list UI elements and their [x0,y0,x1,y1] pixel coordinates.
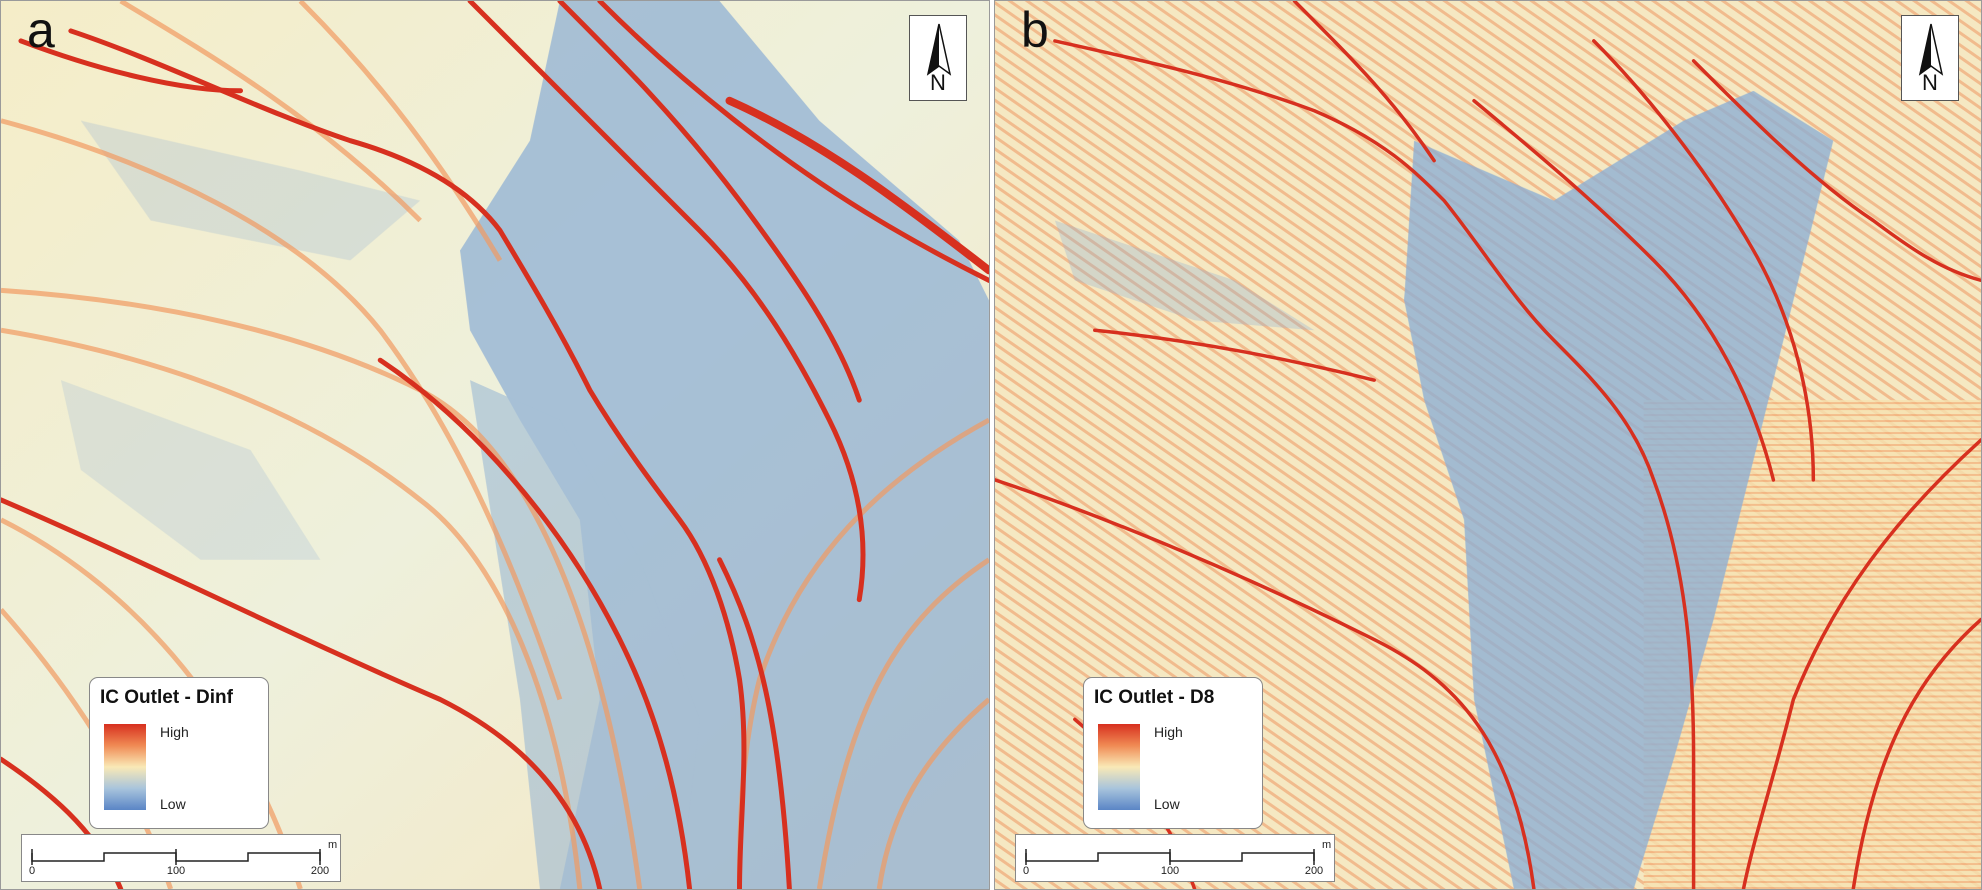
scale-unit: m [1322,839,1332,851]
scale-bar-b: 0 100 200 m [1015,834,1335,882]
panel-letter: a [27,2,55,58]
legend-title: IC Outlet - Dinf [100,687,233,708]
legend-b: IC Outlet - D8 High Low [1083,677,1263,829]
scale-bar-graphic [31,849,321,865]
scale-tick-200: 200 [310,865,330,877]
map-panel-b: b N IC Outlet - D8 High Low 0 100 200 m [994,0,1982,890]
scale-tick-100: 100 [166,865,186,877]
legend-color-ramp [104,724,146,810]
map-panel-a: a N IC Outlet - Dinf High Low 0 100 200 … [0,0,990,890]
scale-tick-200: 200 [1304,865,1324,877]
legend-high-label: High [160,724,189,740]
legend-low-label: Low [1154,796,1180,812]
legend-low-label: Low [160,796,186,812]
north-arrow-icon [1918,23,1944,76]
legend-title: IC Outlet - D8 [1094,687,1215,708]
panel-letter: b [1021,2,1049,58]
scale-tick-0: 0 [28,865,36,877]
scale-unit: m [328,839,338,851]
north-arrow: N [909,15,967,101]
scale-tick-100: 100 [1160,865,1180,877]
ic-map-d8 [995,1,1981,889]
scale-bar-graphic [1025,849,1315,865]
north-label: N [930,70,946,95]
north-arrow-icon [926,23,952,76]
legend-high-label: High [1154,724,1183,740]
scale-bar-a: 0 100 200 m [21,834,341,882]
north-arrow: N [1901,15,1959,101]
legend-a: IC Outlet - Dinf High Low [89,677,269,829]
scale-tick-0: 0 [1022,865,1030,877]
legend-color-ramp [1098,724,1140,810]
north-label: N [1922,70,1938,95]
